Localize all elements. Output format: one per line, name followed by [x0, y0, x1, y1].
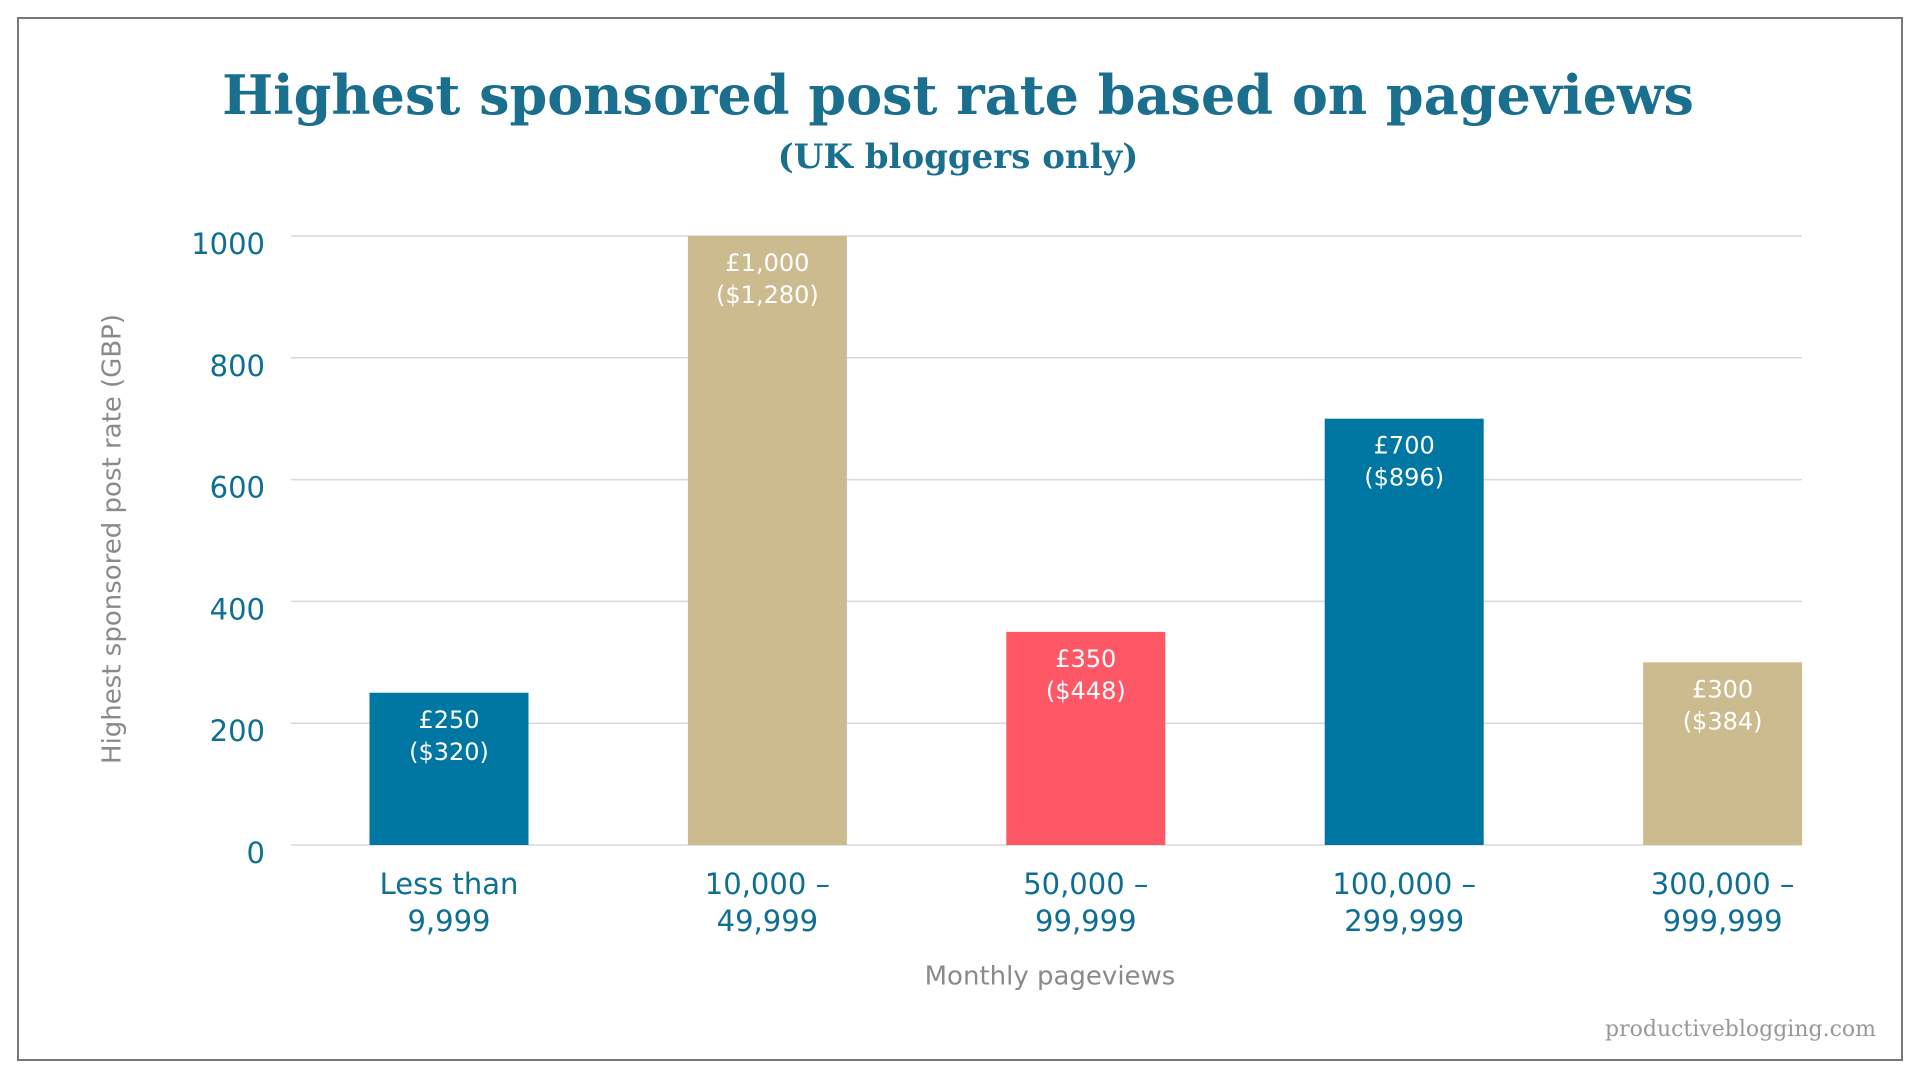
y-tick-label: 0 [247, 836, 265, 870]
x-tick-label: 49,999 [717, 904, 818, 938]
bar [1006, 631, 1166, 845]
x-axis-label: Monthly pageviews [925, 962, 1176, 992]
x-tick-label: 99,999 [1035, 904, 1136, 938]
x-tick-label: 300,000 – [1651, 867, 1795, 901]
bar [369, 692, 529, 845]
bar [1324, 418, 1484, 845]
x-tick-label: 10,000 – [705, 867, 830, 901]
x-tick-label: 299,999 [1344, 904, 1464, 938]
value-label: £250 [418, 706, 479, 734]
chart-subtitle: (UK bloggers only) [778, 137, 1139, 177]
value-label: ($1,280) [716, 281, 819, 309]
frame [17, 17, 1903, 1061]
value-label: ($896) [1364, 464, 1444, 492]
y-tick-label: 400 [210, 592, 265, 626]
y-tick-label: 800 [210, 349, 265, 383]
y-tick-label: 200 [210, 714, 265, 748]
y-axis-label: Highest sponsored post rate (GBP) [98, 314, 128, 764]
x-tick-label: Less than [380, 867, 519, 901]
value-label: £1,000 [725, 249, 809, 277]
x-tick-label: 100,000 – [1332, 867, 1476, 901]
bar [687, 236, 847, 845]
value-label: £350 [1055, 645, 1116, 673]
value-label: ($320) [409, 738, 489, 766]
value-label: ($384) [1683, 707, 1763, 735]
value-label: £700 [1374, 432, 1435, 460]
value-label: ($448) [1046, 677, 1126, 705]
x-tick-label: 999,999 [1663, 904, 1783, 938]
bar [1643, 662, 1803, 845]
x-tick-label: 50,000 – [1023, 867, 1148, 901]
source: productiveblogging.com [1605, 1017, 1876, 1042]
x-tick-label: 9,999 [407, 904, 490, 938]
y-tick-label: 1000 [191, 227, 265, 261]
value-label: £300 [1692, 675, 1753, 703]
y-tick-label: 600 [210, 471, 265, 505]
chart-title: Highest sponsored post rate based on pag… [222, 63, 1694, 127]
